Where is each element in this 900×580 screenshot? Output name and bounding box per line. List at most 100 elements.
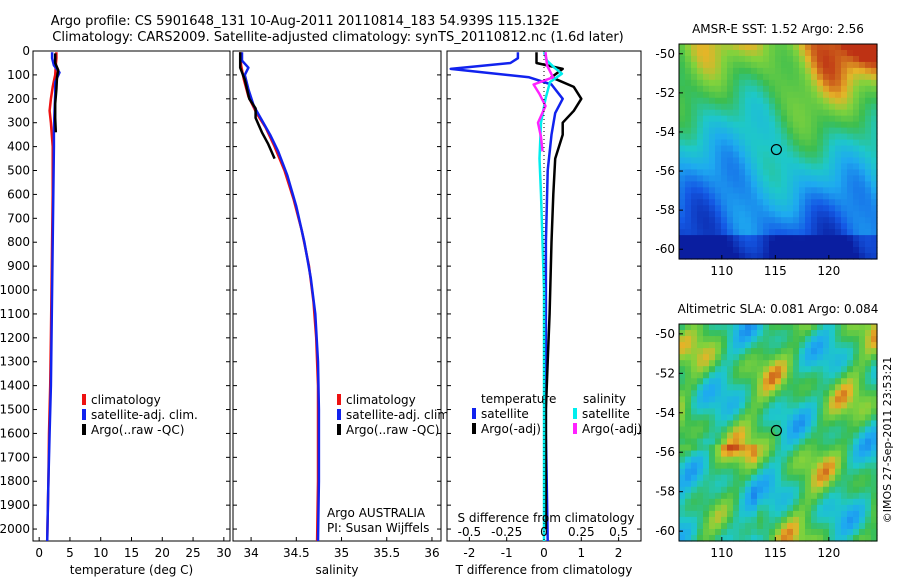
heatmap-cell [721, 211, 728, 218]
heatmap-cell [709, 85, 716, 93]
heatmap-cell [841, 402, 848, 409]
heatmap-cell [775, 426, 782, 434]
heatmap-cell [805, 390, 812, 397]
heatmap-cell [781, 217, 788, 224]
heatmap-cell [799, 205, 806, 212]
heatmap-cell [703, 354, 710, 361]
heatmap-cell [787, 372, 794, 379]
heatmap-cell [709, 175, 716, 182]
heatmap-cell [745, 91, 752, 99]
heatmap-cell [865, 91, 872, 99]
heatmap-cell [703, 450, 710, 458]
heatmap-cell [781, 223, 788, 230]
heatmap-cell [691, 61, 698, 69]
heatmap-cell [829, 330, 836, 337]
heatmap-cell [805, 450, 812, 458]
heatmap-cell [757, 414, 764, 422]
heatmap-cell [739, 44, 746, 51]
heatmap-cell [697, 55, 704, 63]
heatmap-cell [853, 169, 860, 176]
heatmap-cell [865, 223, 872, 230]
heatmap-cell [805, 79, 812, 87]
heatmap-cell [745, 438, 752, 446]
heatmap-cell [745, 205, 752, 212]
heatmap-cell [769, 438, 776, 446]
heatmap-cell [727, 384, 734, 391]
heatmap-cell [715, 378, 722, 385]
sst-map-xtick-label: 115 [764, 264, 787, 278]
heatmap-cell [841, 199, 848, 206]
heatmap-cell [847, 61, 854, 69]
heatmap-cell [859, 205, 866, 212]
heatmap-cell [709, 330, 716, 337]
heatmap-cell [853, 492, 860, 500]
heatmap-cell [727, 420, 734, 428]
temperature-xtick-label: 30 [216, 546, 231, 560]
heatmap-cell [835, 390, 842, 397]
heatmap-cell [703, 97, 710, 105]
heatmap-cell [769, 157, 776, 165]
heatmap-cell [757, 354, 764, 361]
heatmap-cell [745, 241, 752, 248]
heatmap-cell [727, 85, 734, 93]
heatmap-cell [865, 378, 872, 385]
heatmap-cell [817, 438, 824, 446]
temperature-legend-label: satellite-adj. clim. [91, 408, 198, 422]
heatmap-cell [739, 97, 746, 105]
heatmap-cell [817, 468, 824, 476]
temperature-xtick-label: 20 [155, 546, 170, 560]
heatmap-cell [829, 169, 836, 176]
heatmap-cell [733, 181, 740, 188]
heatmap-cell [703, 462, 710, 470]
heatmap-cell [697, 49, 704, 57]
heatmap-cell [721, 534, 728, 542]
heatmap-cell [793, 474, 800, 482]
heatmap-cell [709, 462, 716, 470]
heatmap-cell [691, 133, 698, 141]
sst-map-ytick-label: -54 [655, 125, 675, 139]
heatmap-cell [775, 247, 782, 254]
heatmap-cell [739, 534, 746, 542]
heatmap-cell [715, 241, 722, 248]
heatmap-cell [853, 211, 860, 218]
heatmap-cell [715, 522, 722, 530]
heatmap-cell [781, 528, 788, 536]
heatmap-cell [775, 390, 782, 397]
heatmap-cell [859, 522, 866, 530]
heatmap-cell [733, 480, 740, 488]
heatmap-cell [751, 456, 758, 464]
heatmap-cell [703, 139, 710, 147]
heatmap-cell [769, 73, 776, 81]
heatmap-cell [727, 223, 734, 230]
heatmap-cell [679, 414, 686, 422]
heatmap-cell [697, 516, 704, 524]
heatmap-cell [775, 414, 782, 422]
heatmap-cell [841, 528, 848, 536]
heatmap-cell [709, 127, 716, 135]
heatmap-cell [817, 324, 824, 331]
heatmap-cell [715, 420, 722, 428]
heatmap-cell [763, 151, 770, 159]
heatmap-cell [703, 480, 710, 488]
heatmap-cell [817, 396, 824, 403]
heatmap-cell [853, 241, 860, 248]
heatmap-cell [817, 486, 824, 494]
heatmap-cell [751, 450, 758, 458]
heatmap-cell [739, 115, 746, 123]
heatmap-cell [775, 139, 782, 147]
heatmap-cell [721, 486, 728, 494]
heatmap-cell [715, 438, 722, 446]
heatmap-cell [715, 348, 722, 355]
heatmap-cell [721, 187, 728, 194]
heatmap-cell [847, 414, 854, 422]
heatmap-cell [709, 211, 716, 218]
heatmap-cell [793, 444, 800, 452]
heatmap-cell [703, 522, 710, 530]
heatmap-cell [757, 474, 764, 482]
heatmap-cell [823, 247, 830, 254]
heatmap-cell [871, 438, 878, 446]
heatmap-cell [781, 330, 788, 337]
heatmap-cell [727, 492, 734, 500]
heatmap-cell [805, 253, 812, 260]
